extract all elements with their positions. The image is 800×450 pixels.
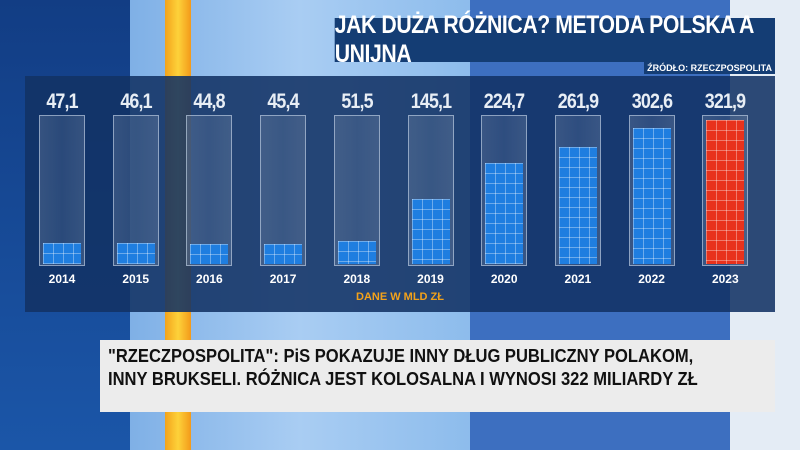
bar-container-2016 (186, 115, 233, 266)
x-tick-label: 2022 (638, 272, 665, 286)
bar-2015 (116, 243, 155, 264)
x-tick-label: 2014 (48, 272, 76, 286)
bar-2018 (337, 240, 376, 264)
bar-2022 (632, 128, 671, 264)
caption-line: INNY BRUKSELI. RÓŻNICA JEST KOLOSALNA I … (108, 369, 698, 389)
data-label: 44,8 (193, 90, 226, 113)
data-label: 45,4 (267, 90, 299, 113)
data-label: 46,1 (120, 90, 152, 113)
bar-container-2015 (112, 115, 159, 266)
news-caption: "RZECZPOSPOLITA": PiS POKAZUJE INNY DŁUG… (100, 340, 775, 412)
data-label: 47,1 (46, 90, 78, 113)
unit-note: DANE W MLD ZŁ (356, 291, 444, 303)
x-tick-label: 2021 (564, 272, 592, 286)
bar-2020 (485, 163, 524, 264)
bar-2019 (411, 198, 450, 264)
data-label: 302,6 (631, 90, 672, 113)
bar-container-2020 (481, 115, 528, 266)
data-label: 321,9 (705, 90, 746, 113)
data-label: 51,5 (341, 90, 373, 113)
bar-2014 (43, 242, 81, 264)
x-tick-label: 2015 (122, 272, 150, 286)
x-tick-label: 2018 (343, 272, 371, 286)
caption-line: "RZECZPOSPOLITA": PiS POKAZUJE INNY DŁUG… (108, 346, 694, 366)
chart-title: JAK DUŻA RÓŻNICA? METODA POLSKA A UNIJNA (334, 11, 775, 68)
bar-container-2017 (260, 115, 307, 266)
x-tick-label: 2023 (711, 272, 739, 286)
bar-container-2023 (702, 115, 749, 266)
x-tick-label: 2019 (417, 272, 444, 286)
bar-2021 (558, 146, 597, 264)
data-label: 261,9 (557, 90, 599, 113)
x-tick-label: 2016 (196, 272, 223, 286)
data-label: 224,7 (483, 90, 525, 113)
bar-container-2018 (333, 115, 380, 266)
source-label: ŹRÓDŁO: RZECZPOSPOLITA (644, 62, 775, 74)
x-tick-label: 2020 (490, 272, 518, 286)
bar-2023 (706, 119, 745, 264)
bar-container-2022 (628, 115, 675, 266)
bar-container-2019 (407, 115, 454, 266)
x-tick-label: 2017 (269, 272, 297, 286)
bar-2017 (264, 243, 303, 264)
bar-container-2021 (554, 115, 601, 266)
data-label: 145,1 (410, 90, 451, 113)
bar-container-2014 (39, 115, 85, 266)
bar-2016 (190, 243, 229, 264)
